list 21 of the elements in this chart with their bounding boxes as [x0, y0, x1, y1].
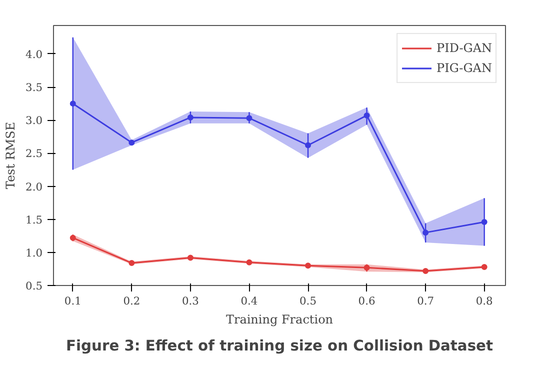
- x-tick-label: 0.8: [476, 294, 494, 308]
- y-tick-label: 3.5: [26, 81, 43, 94]
- y-tick-label: 4.0: [26, 48, 43, 61]
- x-axis-title: Training Fraction: [226, 312, 334, 326]
- y-tick-label: 2.5: [26, 147, 43, 160]
- caption: Figure 3: Effect of training size on Collision Dataset: [66, 338, 494, 354]
- y-tick-label: 1.5: [26, 213, 43, 226]
- x-tick-label: 0.3: [182, 294, 199, 308]
- x-tick-label: 0.1: [64, 294, 82, 308]
- y-tick-label: 1.0: [26, 246, 43, 260]
- x-tick-label: 0.6: [358, 294, 376, 308]
- y-tick-label: 3.0: [26, 114, 43, 128]
- y-axis-title: Test RMSE: [4, 122, 18, 190]
- x-tick-label: 0.7: [417, 294, 434, 308]
- y-tick-label: 0.5: [26, 280, 43, 292]
- legend-label: PIG-GAN: [436, 61, 492, 75]
- x-tick-label: 0.4: [240, 294, 258, 308]
- y-tick-label: 2.0: [26, 180, 43, 194]
- x-tick-label: 0.2: [123, 294, 140, 308]
- x-tick-label: 0.5: [300, 294, 316, 308]
- legend-label: PID-GAN: [436, 41, 492, 55]
